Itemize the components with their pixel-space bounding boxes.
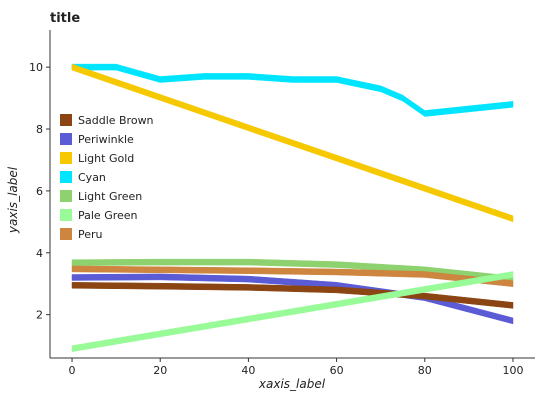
legend-label-peru: Peru xyxy=(78,228,103,241)
axes: 0 20 40 60 80 100 2 4 6 8 10 xyxy=(29,30,535,377)
series-areas xyxy=(71,63,514,352)
x-tick-label: 80 xyxy=(418,364,432,377)
legend-label-cyan: Cyan xyxy=(78,171,106,184)
legend: Saddle Brown Periwinkle Light Gold Cyan Ligh… xyxy=(60,114,154,241)
x-tick-label: 0 xyxy=(69,364,76,377)
y-tick-label: 8 xyxy=(36,123,43,136)
y-tick-label: 6 xyxy=(36,185,43,198)
legend-swatch-peru xyxy=(60,228,72,240)
legend-label-saddle-brown: Saddle Brown xyxy=(78,114,154,127)
series-area-cyan xyxy=(71,63,514,117)
legend-label-light-gold: Light Gold xyxy=(78,152,134,165)
x-tick-label: 40 xyxy=(241,364,255,377)
x-tick-label: 60 xyxy=(330,364,344,377)
legend-swatch-pale-green xyxy=(60,209,72,221)
legend-swatch-light-green xyxy=(60,190,72,202)
legend-label-periwinkle: Periwinkle xyxy=(78,133,134,146)
x-axis-title: xaxis_label xyxy=(258,377,326,391)
series-area-saddle-brown xyxy=(71,282,514,309)
legend-swatch-light-gold xyxy=(60,152,72,164)
legend-swatch-periwinkle xyxy=(60,133,72,145)
y-tick-label: 10 xyxy=(29,61,43,74)
legend-swatch-cyan xyxy=(60,171,72,183)
legend-swatch-saddle-brown xyxy=(60,114,72,126)
x-tick-label: 20 xyxy=(153,364,167,377)
series-area-light-gold xyxy=(71,63,514,223)
series-area-pale-green xyxy=(71,271,514,352)
legend-label-pale-green: Pale Green xyxy=(78,209,138,222)
y-tick-label: 2 xyxy=(36,309,43,322)
x-tick-label: 100 xyxy=(502,364,523,377)
y-axis-title: yaxis_label xyxy=(6,166,20,234)
legend-label-light-green: Light Green xyxy=(78,190,142,203)
series-area-peru xyxy=(71,265,514,287)
y-tick-label: 4 xyxy=(36,247,43,260)
chart-title: title xyxy=(50,11,80,26)
